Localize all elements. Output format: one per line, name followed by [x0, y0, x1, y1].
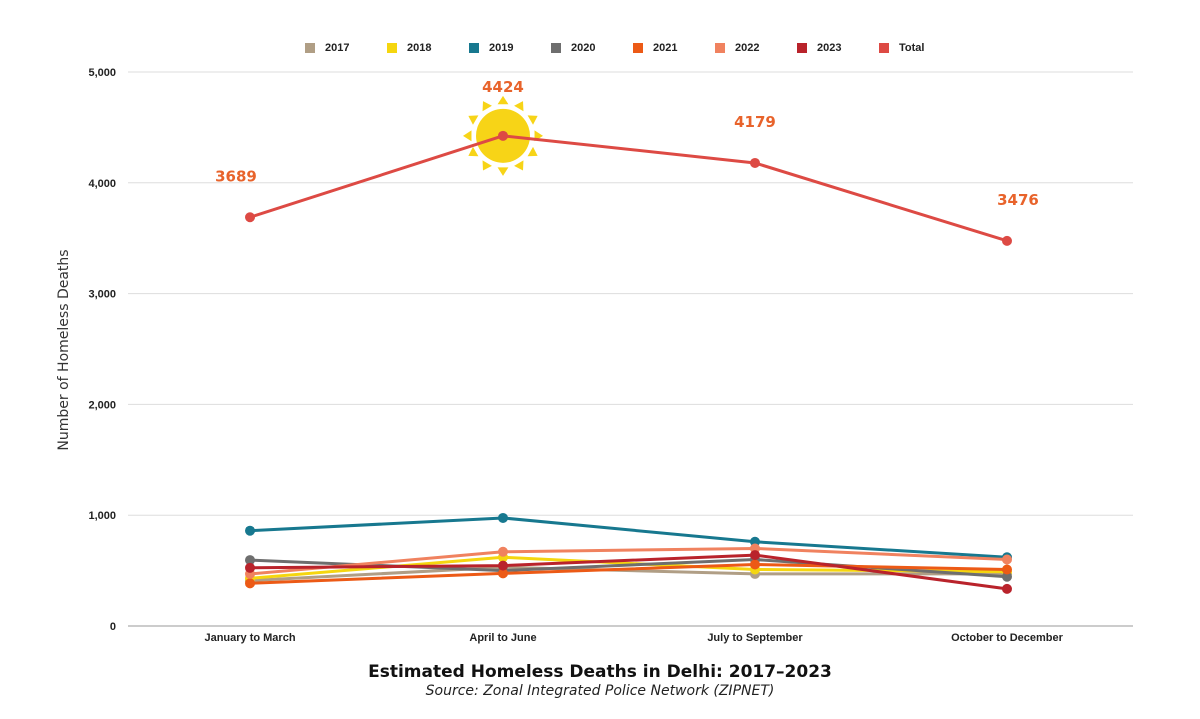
x-tick-label: April to June	[469, 632, 536, 644]
legend-label: 2019	[489, 42, 514, 54]
series-line	[249, 553, 1008, 591]
legend-item: 2018	[387, 42, 469, 54]
sun-ray	[468, 115, 479, 125]
value-labels: 3689 4424 4179 3476	[215, 78, 1039, 209]
legend: 2017 2018 2019 2020 2021 2022 2023 Total	[305, 42, 961, 54]
sun-ray	[482, 160, 492, 171]
data-point	[245, 525, 255, 536]
legend-item: 2022	[715, 42, 797, 54]
legend-swatch	[797, 43, 807, 53]
data-point	[498, 512, 508, 523]
legend-label: Total	[899, 42, 925, 54]
y-tick-label: 2,000	[88, 399, 116, 411]
value-label: 4424	[482, 78, 524, 96]
legend-item: Total	[879, 42, 961, 54]
legend-label: 2018	[407, 42, 432, 54]
legend-item: 2020	[551, 42, 633, 54]
data-point	[1002, 571, 1012, 582]
y-tick-label: 4,000	[88, 178, 116, 190]
series-total	[245, 130, 1012, 246]
value-label: 4179	[734, 113, 776, 131]
data-point	[245, 562, 255, 573]
data-point	[498, 130, 508, 141]
series-line	[249, 565, 1007, 583]
data-point	[750, 559, 760, 570]
series-line	[249, 134, 1008, 243]
chart-source: Source: Zonal Integrated Police Network …	[425, 683, 775, 699]
data-point	[1002, 235, 1012, 246]
legend-swatch	[879, 43, 889, 53]
data-point	[750, 157, 760, 168]
chart-title: Estimated Homeless Deaths in Delhi: 2017…	[368, 662, 832, 682]
data-point	[498, 560, 508, 571]
series-line	[249, 546, 1008, 576]
y-tick-label: 5,000	[88, 67, 116, 79]
series-lines	[245, 130, 1012, 594]
series-2023	[245, 550, 1012, 594]
legend-item: 2017	[305, 42, 387, 54]
series-2021	[245, 559, 1012, 589]
legend-swatch	[633, 43, 643, 53]
data-point	[1002, 564, 1012, 575]
legend-swatch	[551, 43, 561, 53]
data-point	[1002, 583, 1012, 594]
sun-ray	[514, 160, 524, 171]
legend-swatch	[305, 43, 315, 53]
legend-item: 2023	[797, 42, 879, 54]
sun-ray	[468, 146, 479, 157]
legend-label: 2017	[325, 42, 350, 54]
data-point	[245, 578, 255, 589]
legend-swatch	[387, 43, 397, 53]
y-axis-label: Number of Homeless Deaths	[56, 249, 72, 451]
x-tick-label: July to September	[707, 632, 803, 644]
sun-ray	[497, 167, 509, 176]
data-point	[245, 555, 255, 566]
legend-label: 2022	[735, 42, 760, 54]
legend-swatch	[715, 43, 725, 53]
y-tick-label: 3,000	[88, 289, 116, 301]
sun-ray	[463, 130, 472, 142]
data-point	[245, 212, 255, 223]
legend-swatch	[469, 43, 479, 53]
data-point	[498, 568, 508, 579]
sun-ray	[497, 95, 509, 105]
grid-lines	[128, 71, 1133, 627]
data-point	[498, 546, 508, 557]
x-tick-label: January to March	[204, 632, 295, 644]
y-tick-label: 1,000	[88, 510, 116, 522]
sun-ray	[482, 101, 492, 112]
series-line	[249, 563, 1008, 585]
sun-ray	[527, 115, 538, 125]
x-axis-ticks: January to March April to June July to Sep…	[204, 632, 1063, 644]
data-point	[750, 550, 760, 561]
x-tick-label: October to December	[951, 632, 1064, 644]
value-label: 3476	[997, 191, 1039, 209]
legend-label: 2020	[571, 42, 596, 54]
y-axis-ticks: 0 1,000 2,000 3,000 4,000 5,000	[88, 67, 116, 633]
legend-item: 2021	[633, 42, 715, 54]
legend-label: 2021	[653, 42, 678, 54]
legend-label: 2023	[817, 42, 842, 54]
sun-ray	[514, 101, 524, 112]
sun-ray	[527, 146, 538, 157]
value-label: 3689	[215, 167, 257, 185]
y-tick-label: 0	[110, 621, 116, 633]
legend-item: 2019	[469, 42, 551, 54]
series-line	[249, 516, 1008, 559]
data-point	[1002, 554, 1012, 565]
